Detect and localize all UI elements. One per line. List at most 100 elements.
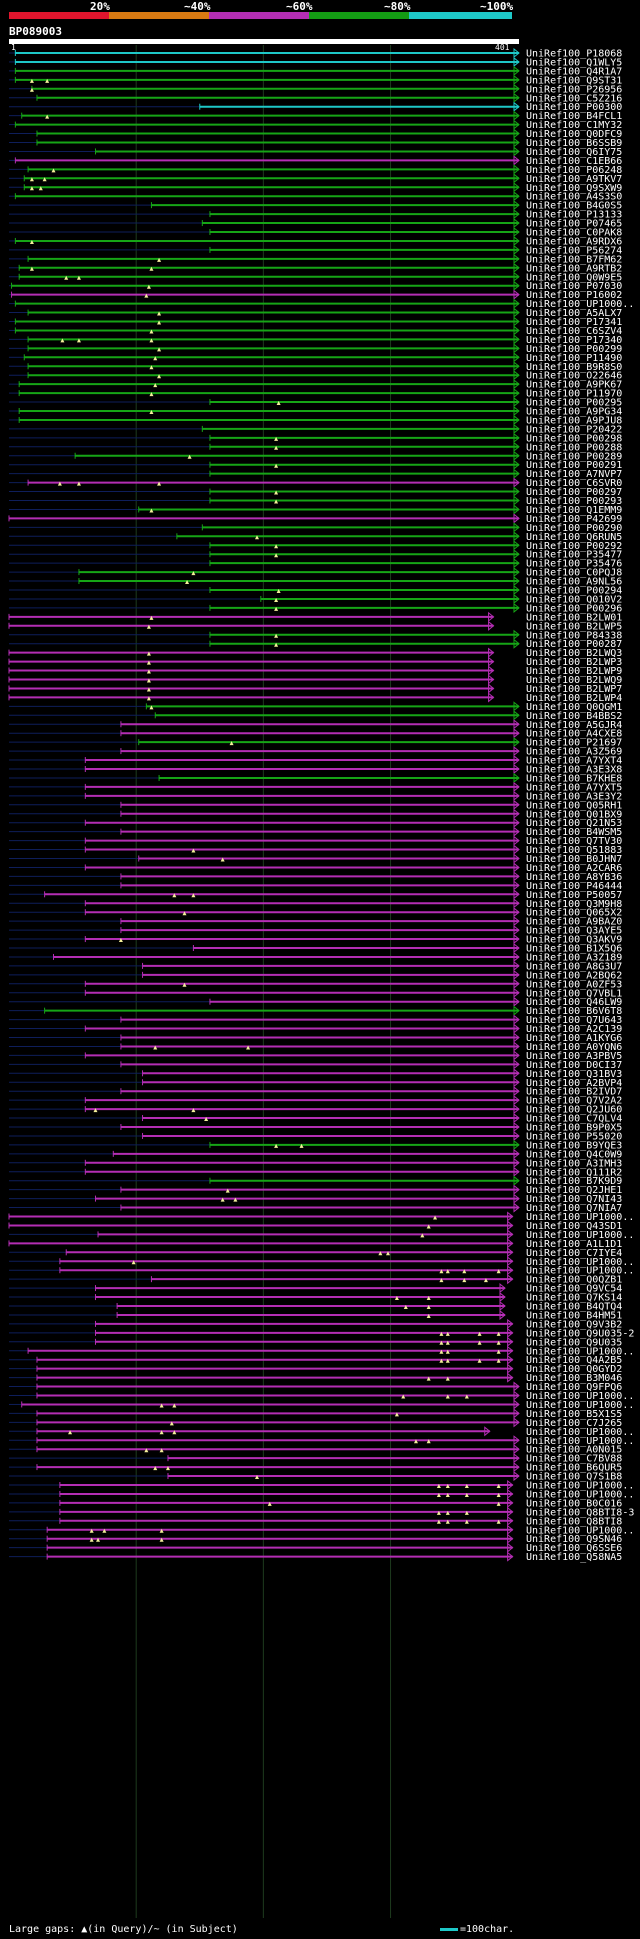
hit-label: UniRef100_B3M046	[526, 1373, 622, 1384]
hit-end-arrow	[513, 155, 520, 166]
hit-label: UniRef100_C1EB66	[526, 156, 622, 167]
hit-label: UniRef100_Q0QZB1	[526, 1275, 622, 1286]
hit-end-arrow	[513, 423, 520, 434]
hit-end-arrow	[507, 1479, 514, 1491]
hit-end-arrow	[507, 1506, 514, 1517]
hit-label: UniRef100_P50057	[526, 890, 622, 901]
query-start-label: 1	[11, 43, 16, 52]
hit-label: UniRef100_Q7V2A2	[526, 1096, 622, 1107]
hit-label: UniRef100_Q0QGM1	[526, 702, 622, 713]
hit-label: UniRef100_UP1000..	[526, 1427, 634, 1438]
hit-end-arrow	[513, 361, 520, 372]
hit-end-arrow	[513, 978, 520, 989]
hit-end-arrow	[513, 119, 520, 130]
query-gap-marker	[496, 1340, 501, 1345]
hit-label: UniRef100_P07030	[526, 281, 622, 292]
scale-segment-purple	[209, 12, 309, 19]
query-gap-marker	[157, 481, 162, 486]
hit-end-arrow	[513, 719, 520, 730]
query-gap-marker	[144, 293, 149, 298]
hit-end-arrow	[513, 486, 520, 497]
query-gap-marker	[413, 1439, 418, 1444]
hit-end-arrow	[513, 1166, 520, 1177]
query-gap-marker	[496, 1349, 501, 1354]
query-gap-marker	[191, 571, 196, 576]
hit-label: UniRef100_P16002	[526, 290, 622, 301]
hit-label: UniRef100_B5X1S5	[526, 1409, 622, 1420]
hit-end-arrow	[513, 1113, 520, 1124]
hit-end-arrow	[513, 960, 520, 971]
query-gap-marker	[436, 1484, 441, 1488]
query-gap-marker	[439, 1269, 444, 1274]
hit-end-arrow	[513, 629, 520, 640]
hit-end-arrow	[513, 209, 520, 220]
query-gap-marker	[157, 374, 162, 379]
hit-label: UniRef100_A8YB36	[526, 872, 622, 883]
hit-label: UniRef100_Q3M9H8	[526, 899, 622, 910]
hit-end-arrow	[513, 728, 520, 739]
query-gap-marker	[496, 1484, 501, 1488]
hit-end-arrow	[513, 602, 520, 613]
hit-label: UniRef100_P00300	[526, 102, 622, 113]
hit-label: UniRef100_Q7NI43	[526, 1194, 622, 1205]
hit-end-arrow	[513, 781, 520, 792]
hit-label: UniRef100_Q7KS14	[526, 1293, 622, 1304]
hit-end-arrow	[513, 522, 520, 533]
hit-end-arrow	[507, 1238, 514, 1249]
hit-end-arrow	[513, 289, 520, 300]
query-gap-marker	[246, 1045, 251, 1050]
hit-end-arrow	[513, 1435, 520, 1446]
hit-label: UniRef100_B0C016	[526, 1498, 622, 1509]
hit-label: UniRef100_C1MY32	[526, 120, 622, 131]
hit-end-arrow	[513, 1104, 520, 1115]
hit-end-arrow	[513, 47, 520, 59]
query-gap-marker	[274, 499, 279, 504]
hit-label: UniRef100_B7KHE8	[526, 773, 622, 784]
hit-end-arrow	[513, 531, 520, 542]
query-gap-marker	[146, 687, 151, 692]
hit-label: UniRef100_Q9SN46	[526, 1534, 622, 1545]
query-gap-marker	[445, 1484, 450, 1488]
hit-end-arrow	[513, 200, 520, 211]
hit-label: UniRef100_B2LWP4	[526, 693, 622, 704]
query-gap-marker	[57, 481, 62, 486]
query-gap-marker	[445, 1358, 450, 1363]
query-gap-marker	[464, 1510, 469, 1515]
query-gap-marker	[233, 1197, 238, 1202]
hit-end-arrow	[513, 1390, 520, 1401]
hit-end-arrow	[488, 692, 495, 703]
hit-end-arrow	[513, 907, 520, 918]
hit-label: UniRef100_P35477	[526, 550, 622, 561]
query-gap-marker	[445, 1492, 450, 1497]
hit-end-arrow	[513, 540, 520, 551]
query-gap-marker	[436, 1519, 441, 1524]
hit-end-arrow	[513, 889, 520, 900]
query-gap-marker	[146, 284, 151, 289]
query-gap-marker	[165, 1466, 170, 1471]
hit-label: UniRef100_B6SSB9	[526, 138, 622, 149]
hit-end-arrow	[513, 1050, 520, 1061]
hit-end-arrow	[513, 969, 520, 980]
hit-end-arrow	[513, 307, 520, 318]
hit-end-arrow	[507, 1515, 514, 1526]
query-gap-marker	[225, 1188, 230, 1193]
hit-label: UniRef100_Q9VC54	[526, 1284, 622, 1295]
hit-end-arrow	[513, 1202, 520, 1213]
hit-end-arrow	[513, 844, 520, 855]
hit-label: UniRef100_B9YQE3	[526, 1140, 622, 1151]
query-gap-marker	[51, 168, 56, 173]
query-gap-marker	[149, 329, 154, 334]
query-gap-marker	[274, 553, 279, 558]
hit-end-arrow	[513, 1417, 520, 1428]
hit-end-arrow	[513, 1014, 520, 1025]
hit-label: UniRef100_Q3AKV9	[526, 935, 622, 946]
hit-label: UniRef100_A9PJU8	[526, 415, 622, 426]
hit-label: UniRef100_UP1000..	[526, 1481, 634, 1492]
query-gap-marker	[496, 1331, 501, 1336]
hit-end-arrow	[513, 504, 520, 515]
hit-label: UniRef100_Q6SSE6	[526, 1543, 622, 1554]
hit-label: UniRef100_P00296	[526, 603, 622, 614]
hit-label: UniRef100_Q2JU60	[526, 1105, 622, 1116]
hit-end-arrow	[507, 1318, 514, 1329]
hit-end-arrow	[513, 1157, 520, 1168]
